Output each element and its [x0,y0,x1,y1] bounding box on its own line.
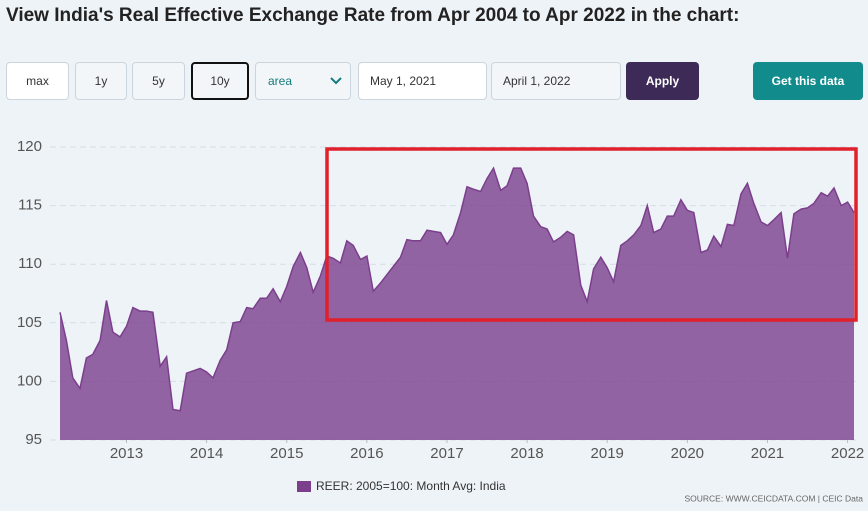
legend-swatch [297,481,311,492]
x-tick-label: 2013 [110,445,143,462]
x-tick-label: 2019 [591,445,624,462]
range-button[interactable]: 1y [75,62,127,100]
y-tick-label: 115 [18,197,42,214]
x-tick-label: 2022 [831,445,864,462]
highlight-box [325,147,858,322]
x-tick-label: 2015 [270,445,303,462]
x-tick-label: 2017 [430,445,463,462]
x-tick-label: 2016 [350,445,383,462]
source: SOURCE: WWW.CEICDATA.COM | CEIC Data [684,493,863,503]
y-tick-label: 95 [25,431,42,448]
range-button[interactable]: 10y [191,62,249,100]
x-tick-label: 2014 [190,445,223,462]
y-tick-label: 105 [17,314,42,331]
range-button[interactable]: 5y [132,62,185,100]
area [60,168,854,440]
y-tick-label: 110 [18,255,42,272]
chart-type-select[interactable]: area [255,62,351,100]
y-tick-label: 120 [17,138,42,155]
range-button[interactable]: max [6,62,69,100]
y-tick-label: 100 [17,372,42,389]
legend-label: REER: 2005=100: Month Avg: India [316,479,506,493]
x-tick-label: 2018 [510,445,543,462]
area-line [59,166,855,412]
select-value: area [268,74,293,88]
get-data-button[interactable]: Get this data [753,62,863,100]
x-tick-label: 2021 [751,445,784,462]
page-title: View India's Real Effective Exchange Rat… [6,5,740,26]
x-tick-label: 2020 [671,445,704,462]
apply-button[interactable]: Apply [626,62,699,100]
start-date-input[interactable]: May 1, 2021 [358,62,487,100]
end-date-input[interactable]: April 1, 2022 [491,62,621,100]
chevron [330,77,342,85]
